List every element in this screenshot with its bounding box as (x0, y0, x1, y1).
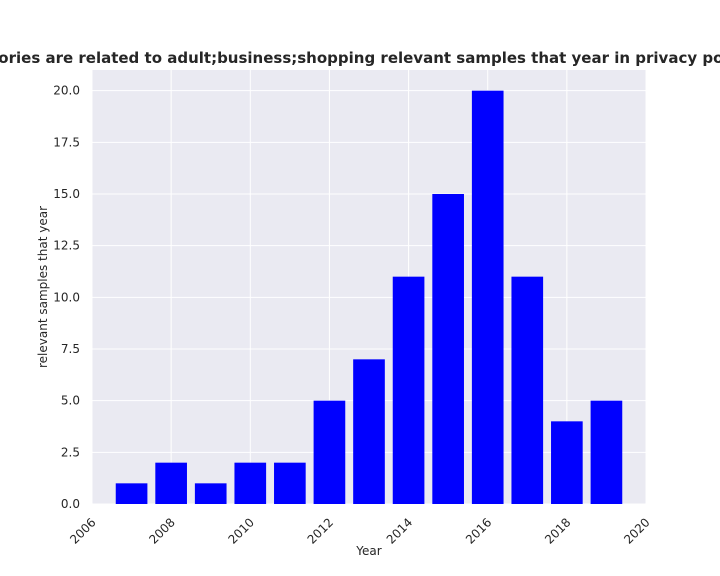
y-tick-label: 10.0 (53, 290, 80, 304)
x-axis-label: Year (355, 544, 381, 558)
x-tick-label: 2020 (621, 515, 652, 546)
y-tick-label: 20.0 (53, 84, 80, 98)
bar-2009 (194, 483, 227, 504)
x-tick-label: 2012 (305, 515, 336, 546)
y-tick-label: 2.5 (61, 445, 80, 459)
bar-2010 (234, 462, 267, 504)
x-tick-label: 2018 (542, 515, 573, 546)
bars (115, 90, 623, 505)
x-tick-label: 2006 (67, 515, 98, 546)
x-tick-label: 2008 (146, 515, 177, 546)
y-tick-label: 0.0 (61, 497, 80, 511)
bar-2012 (313, 400, 346, 504)
y-axis-label: relevant samples that year (36, 206, 50, 368)
bar-2007 (115, 483, 148, 504)
y-tick-label: 5.0 (61, 394, 80, 408)
chart-title: categories are related to adult;business… (0, 49, 720, 67)
bar-2011 (274, 462, 306, 504)
bar-2015 (432, 194, 464, 504)
x-tick-label: 2010 (225, 515, 256, 546)
bar-2013 (353, 359, 385, 504)
bar-2017 (511, 276, 544, 504)
bar-2019 (590, 400, 623, 504)
bar-2018 (551, 421, 583, 504)
x-tick-labels: 2006 2008 2010 2012 2014 2016 2018 2020 (67, 515, 652, 546)
y-tick-labels: 0.0 2.5 5.0 7.5 10.0 12.5 15.0 17.5 20.0 (53, 84, 80, 511)
y-tick-label: 17.5 (53, 135, 80, 149)
x-tick-label: 2016 (463, 515, 494, 546)
y-tick-label: 7.5 (61, 342, 80, 356)
y-tick-label: 15.0 (53, 187, 80, 201)
x-tick-label: 2014 (384, 515, 415, 546)
bar-2008 (155, 462, 187, 504)
bar-2016 (471, 90, 504, 505)
y-tick-label: 12.5 (53, 239, 80, 253)
bar-2014 (392, 276, 425, 504)
